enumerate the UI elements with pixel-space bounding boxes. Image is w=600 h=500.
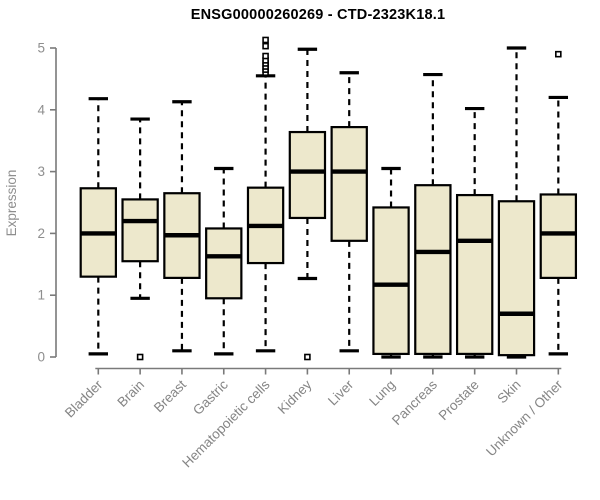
category-label-skin: Skin [494,377,523,406]
box-rect [288,130,327,220]
outlier-point [555,50,562,58]
box-breast [163,100,201,353]
outlier-point [262,42,269,50]
category-label-prostate: Prostate [436,377,482,423]
box-skin [497,46,536,359]
y-tick-label: 3 [37,164,45,179]
y-tick-label: 5 [37,41,45,56]
box-prostate [455,106,494,359]
box-rect [330,126,368,242]
outlier-point [136,353,144,361]
category-label-pancreas: Pancreas [389,377,440,428]
box-brain [121,117,159,361]
category-label-unknown-other: Unknown / Other [483,377,566,460]
category-label-kidney: Kidney [275,377,315,417]
category-label-liver: Liver [325,377,357,409]
outlier-point [262,36,269,44]
box-rect [539,193,578,279]
box-rect [121,198,159,263]
box-liver [330,71,368,353]
y-tick-label: 1 [37,288,45,303]
box-rect [497,200,536,357]
category-label-lung: Lung [366,377,398,409]
box-lung [372,166,410,359]
category-label-gastric: Gastric [190,377,231,418]
category-label-brain: Brain [114,377,147,410]
box-rect [205,227,243,300]
category-label-bladder: Bladder [62,377,106,421]
outlier-point [262,52,269,60]
box-unknown-other [539,50,578,356]
box-rect [372,206,410,356]
outlier-point [304,353,311,361]
category-label-breast: Breast [151,377,189,415]
box-bladder [79,97,117,356]
y-tick-label: 2 [37,226,45,241]
box-rect [455,193,494,356]
box-pancreas [414,72,452,359]
box-hematopoietic-cells [246,36,285,353]
box-rect [414,184,452,356]
chart-title: ENSG00000260269 - CTD-2323K18.1 [190,7,446,23]
y-axis-label: Expression [4,170,19,237]
box-kidney [288,47,327,361]
box-gastric [205,166,243,356]
y-tick-label: 4 [37,102,45,117]
y-tick-label: 0 [37,350,45,365]
